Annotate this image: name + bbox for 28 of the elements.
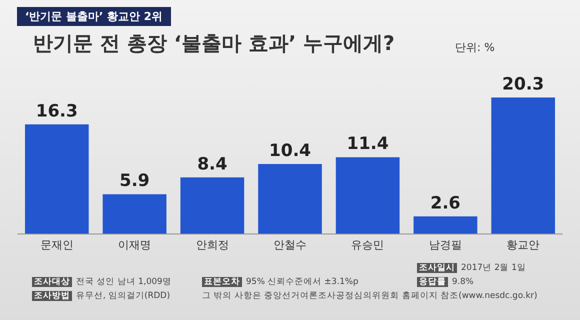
x-tick-label: 황교안 <box>506 238 540 252</box>
data-label: 11.4 <box>346 134 389 154</box>
x-tick-label: 이재명 <box>118 238 152 252</box>
x-tick-label: 남경필 <box>428 238 462 252</box>
text: 그 밖의 사항은 중앙선거여론조사공정심의위원회 홈페이지 참조(www.nesdc.go.kr) <box>202 290 538 302</box>
data-label: 16.3 <box>36 101 78 122</box>
data-label: 8.4 <box>197 154 228 174</box>
text: 응답률 <box>417 277 448 287</box>
chart-subtitle: ‘반기문 불출마’ 황교안 2위 <box>17 7 170 26</box>
x-tick-label: 안희정 <box>196 238 229 252</box>
y-axis-title: 단위: % <box>455 40 495 55</box>
text: 전국 성인 남녀 1,009명 <box>76 277 172 287</box>
text: 조사대상 <box>32 277 72 287</box>
text: 표본오차 <box>202 277 242 287</box>
text: 9.8% <box>452 277 474 287</box>
x-tick-label: 안철수 <box>274 238 306 252</box>
text: 유무선, 임의걸기(RDD) <box>76 291 170 301</box>
x-tick-label: 문재인 <box>40 238 74 252</box>
chart-title: 반기문 전 총장 ‘불출마 효과’ 누구에게? <box>33 30 395 57</box>
data-label: 5.9 <box>120 171 150 192</box>
data-label: 2.6 <box>430 193 460 214</box>
data-label: 20.3 <box>502 74 544 94</box>
data-label: 10.4 <box>269 140 312 161</box>
text: 조사방법 <box>32 291 72 301</box>
text: 조사일시 <box>417 263 457 273</box>
text: 95% 신뢰수준에서 ±3.1%p <box>246 277 358 287</box>
text: 2017년 2월 1일 <box>461 263 526 273</box>
x-tick-label: 유승민 <box>351 238 384 252</box>
